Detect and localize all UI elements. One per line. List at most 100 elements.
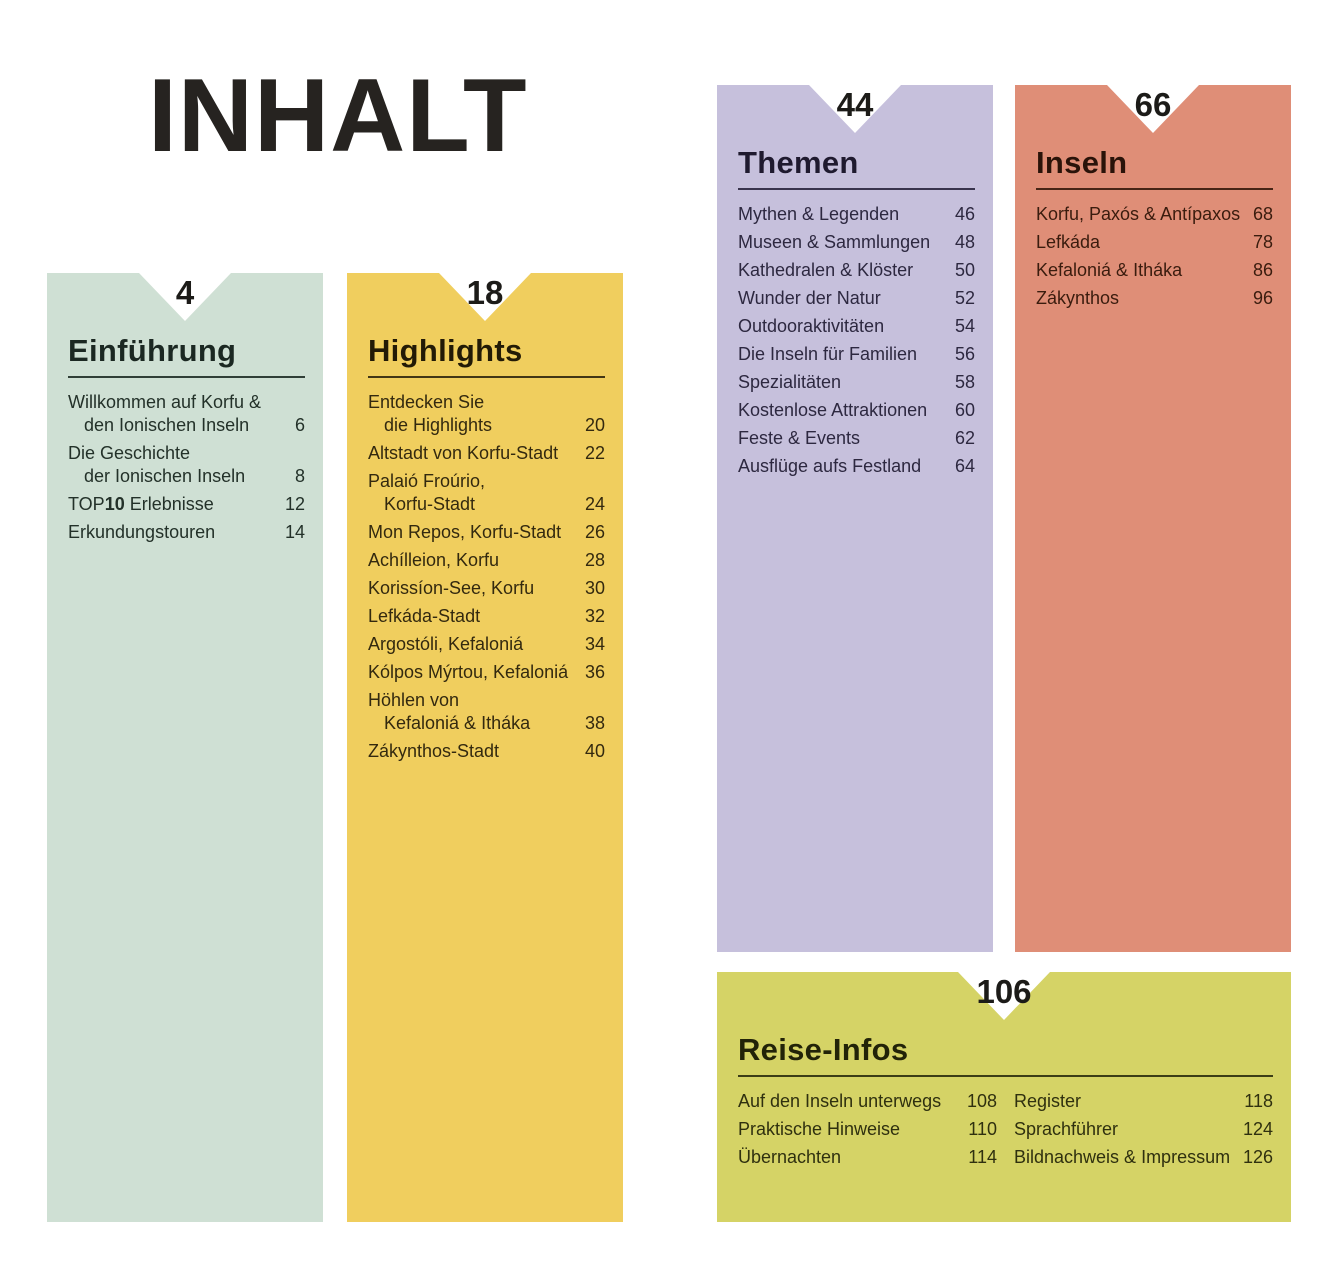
toc-entry-page-number: 54 — [954, 316, 975, 336]
section-body: Themen Mythen & Legenden 46 Museen & Samml… — [717, 85, 993, 478]
toc-entry: Kostenlose Attraktionen 60 — [738, 399, 975, 422]
toc-entry: Erkundungstouren 14 — [68, 521, 305, 544]
toc-entry-page-number: 68 — [1252, 204, 1273, 224]
section-body: Inseln Korfu, Paxós & Antípaxos 68 Lefkáda… — [1015, 85, 1291, 310]
toc-entry-label: Höhlen von — [368, 690, 460, 710]
toc-entry: Korfu, Paxós & Antípaxos 68 — [1036, 203, 1273, 226]
toc-entry-page-number: 60 — [954, 400, 975, 420]
toc-entry: Kólpos Mýrtou, Kefaloniá 36 — [368, 661, 605, 684]
toc-entry-label: Bildnachweis & Impressum — [1014, 1147, 1231, 1167]
toc-entry-label: den Ionischen Inseln — [84, 415, 250, 435]
notch-triangle-icon — [439, 273, 531, 321]
toc-entry-page-number: 126 — [1242, 1147, 1273, 1167]
toc-entry: Lefkáda-Stadt 32 — [368, 605, 605, 628]
toc-entry-page-number: 52 — [954, 288, 975, 308]
toc-entry-label: Mon Repos, Korfu-Stadt — [368, 522, 562, 542]
section-highlights: 18 Highlights Entdecken Sie die Highlight… — [347, 273, 623, 1222]
heading-rule — [1036, 188, 1273, 190]
toc-entry: TOP10 Erlebnisse 12 — [68, 493, 305, 516]
toc-entry-page-number: 12 — [284, 494, 305, 514]
toc-entry: Die Geschichte der Ionischen Inseln 8 — [68, 442, 305, 488]
toc-entry-label: Kólpos Mýrtou, Kefaloniá — [368, 662, 569, 682]
section-start-page: 44 — [836, 86, 874, 123]
toc-entry-page-number: 30 — [584, 578, 605, 598]
toc-entry-list: Willkommen auf Korfu & den Ionischen Inse… — [68, 391, 305, 544]
page-title: INHALT — [148, 58, 528, 174]
toc-entry-page-number: 114 — [968, 1147, 997, 1167]
toc-entry-page-number: 46 — [954, 204, 975, 224]
toc-entry-page-number: 6 — [294, 415, 305, 435]
toc-entry: Zákynthos 96 — [1036, 287, 1273, 310]
toc-entry-page-number: 50 — [954, 260, 975, 280]
section-inseln: 66 Inseln Korfu, Paxós & Antípaxos 68 Lefk… — [1015, 85, 1291, 952]
toc-entry-label: Ausflüge aufs Festland — [738, 456, 922, 476]
toc-entry-list: Korfu, Paxós & Antípaxos 68 Lefkáda 78 Kefal… — [1036, 203, 1273, 310]
toc-entry-label: der Ionischen Inseln — [84, 466, 246, 486]
toc-entry-label: Die Geschichte — [68, 443, 191, 463]
toc-entry: Zákynthos-Stadt 40 — [368, 740, 605, 763]
toc-entry-label: Übernachten — [738, 1147, 842, 1167]
toc-entry-page-number: 96 — [1252, 288, 1273, 308]
toc-entry-label: Praktische Hinweise — [738, 1119, 901, 1139]
toc-entry-label: Kathedralen & Klöster — [738, 260, 914, 280]
toc-entry-page-number: 34 — [584, 634, 605, 654]
toc-entry: Mon Repos, Korfu-Stadt 26 — [368, 521, 605, 544]
toc-entry-label: Erkundungstouren — [68, 522, 216, 542]
toc-entry-label: Willkommen auf Korfu & — [68, 392, 262, 412]
toc-entry: Argostóli, Kefaloniá 34 — [368, 633, 605, 656]
toc-entry-page-number: 62 — [954, 428, 975, 448]
toc-entry-label: Korfu, Paxós & Antípaxos — [1036, 204, 1241, 224]
toc-entry-page-number: 20 — [584, 415, 605, 435]
toc-entry-label: Lefkáda-Stadt — [368, 606, 481, 626]
toc-entry-label: Auf den Inseln unterwegs — [738, 1091, 942, 1111]
toc-entry-page-number: 28 — [584, 550, 605, 570]
toc-entry-label: die Highlights — [384, 415, 493, 435]
notch-triangle-icon — [958, 972, 1050, 1020]
section-body: Reise-Infos Auf den Inseln unterwegs 108 P… — [717, 972, 1291, 1174]
toc-entry-label: Achílleion, Korfu — [368, 550, 500, 570]
heading-rule — [368, 376, 605, 378]
section-body: Einführung Willkommen auf Korfu & den Ion… — [47, 273, 323, 544]
toc-entry-page-number: 24 — [584, 494, 605, 514]
toc-entry-page-number: 48 — [954, 232, 975, 252]
notch-triangle-icon — [1107, 85, 1199, 133]
toc-entry-page-number: 36 — [584, 662, 605, 682]
heading-rule — [68, 376, 305, 378]
toc-entry: Palaió Froúrio, Korfu-Stadt 24 — [368, 470, 605, 516]
toc-entry: Register 118 — [1014, 1090, 1273, 1113]
section-themen: 44 Themen Mythen & Legenden 46 Museen & Sa… — [717, 85, 993, 952]
section-start-page: 18 — [466, 274, 504, 311]
section-start-page: 4 — [175, 274, 195, 311]
toc-entry-page-number: 56 — [954, 344, 975, 364]
toc-entry-label: Wunder der Natur — [738, 288, 881, 308]
heading-rule — [738, 188, 975, 190]
toc-entry-list: Register 118 Sprachführer 124 Bildnachweis &… — [1014, 1090, 1273, 1174]
toc-entry-label: Lefkáda — [1036, 232, 1101, 252]
toc-entry: Ausflüge aufs Festland 64 — [738, 455, 975, 478]
toc-entry: Entdecken Sie die Highlights 20 — [368, 391, 605, 437]
toc-entry-page-number: 78 — [1252, 232, 1273, 252]
toc-entry-label: TOP10 Erlebnisse — [68, 494, 214, 514]
section-heading: Highlights — [368, 333, 523, 368]
toc-entry-label: Zákynthos-Stadt — [368, 741, 500, 761]
toc-entry-list: Auf den Inseln unterwegs 108 Praktische Hi… — [738, 1090, 997, 1174]
toc-entry-list: Entdecken Sie die Highlights 20 Altstadt vo… — [368, 391, 605, 763]
toc-entry-page-number: 124 — [1242, 1119, 1273, 1139]
toc-entry-label: Kefaloniá & Itháka — [1036, 260, 1183, 280]
toc-entry-list: Mythen & Legenden 46 Museen & Sammlungen 48… — [738, 203, 975, 478]
toc-entry-page-number: 110 — [968, 1119, 997, 1139]
section-heading: Einführung — [68, 333, 237, 368]
toc-entry-page-number: 32 — [584, 606, 605, 626]
toc-entry-label: Feste & Events — [738, 428, 861, 448]
section-heading: Reise-Infos — [738, 1032, 909, 1067]
toc-entry-label: Die Inseln für Familien — [738, 344, 918, 364]
toc-entry: Korissíon-See, Korfu 30 — [368, 577, 605, 600]
toc-entry-label: Outdooraktivitäten — [738, 316, 885, 336]
heading-rule — [738, 1075, 1273, 1077]
section-heading: Themen — [738, 145, 859, 180]
notch-triangle-icon — [809, 85, 901, 133]
toc-entry-label: Register — [1014, 1091, 1082, 1111]
toc-entry: Mythen & Legenden 46 — [738, 203, 975, 226]
toc-entry-page-number: 14 — [284, 522, 305, 542]
section-start-page: 66 — [1134, 86, 1172, 123]
